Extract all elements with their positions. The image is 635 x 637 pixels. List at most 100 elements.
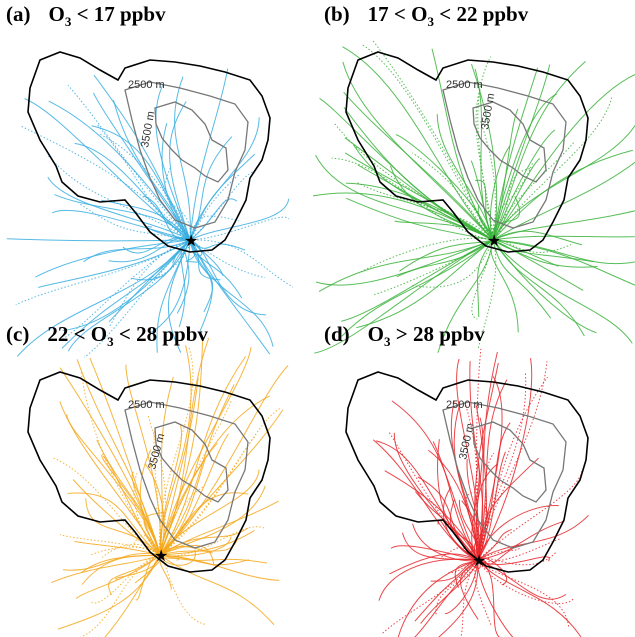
trajectory-line — [449, 499, 479, 561]
title-post: < 28 ppbv — [113, 322, 208, 346]
trajectory-line — [159, 544, 215, 565]
trajectory-line — [401, 532, 479, 561]
contour-label-2500: 2500 m — [128, 399, 165, 411]
panel-letter: (c) — [6, 322, 30, 346]
title-sub: 3 — [384, 334, 391, 350]
trajectory-line — [492, 210, 635, 241]
trajectory-line — [189, 239, 213, 332]
trajectory-line — [360, 43, 494, 241]
trajectory-line — [67, 492, 161, 556]
trajectory-line — [471, 63, 498, 241]
trajectory-group: ★ — [312, 40, 635, 354]
trajectory-line — [319, 98, 494, 241]
coastline — [27, 371, 271, 573]
map-panel-c: ★ 2500 m 3500 m (c) 22 < O3 < 28 ppbv — [0, 320, 310, 637]
contour-label-2500: 2500 m — [128, 79, 165, 91]
trajectory-line — [159, 408, 280, 556]
trajectory-line — [318, 239, 494, 293]
trajectory-line — [101, 454, 161, 556]
trajectory-line — [477, 559, 501, 637]
trajectory-line — [428, 449, 479, 561]
trajectory-line — [477, 559, 574, 604]
trajectory-line — [475, 89, 494, 241]
trajectory-line — [492, 161, 635, 241]
trajectory-line — [189, 68, 229, 241]
antarctica-map: ★ 2500 m 3500 m — [345, 348, 589, 637]
trajectory-line — [465, 404, 479, 561]
trajectory-group: ★ — [51, 336, 289, 637]
trajectory-line — [417, 476, 479, 561]
trajectory-line — [85, 498, 161, 556]
trajectory-line — [343, 91, 494, 241]
trajectory-line — [477, 559, 567, 600]
trajectory-line — [479, 120, 496, 241]
contour-3500m — [472, 101, 547, 183]
panel-letter: (a) — [6, 2, 31, 26]
trajectory-line — [108, 239, 191, 323]
trajectory-line — [410, 239, 494, 288]
trajectory-line — [414, 559, 479, 622]
coastline — [345, 371, 589, 573]
trajectory-line — [492, 239, 594, 263]
trajectory-line — [477, 376, 503, 561]
title-sub: 3 — [64, 14, 72, 30]
trajectory-line — [104, 554, 161, 637]
trajectory-line — [412, 152, 494, 241]
trajectory-line — [356, 181, 494, 241]
trajectory-line — [6, 238, 191, 242]
trajectory-line — [176, 239, 191, 314]
contour-2500m — [124, 81, 249, 229]
trajectory-line — [158, 346, 194, 556]
trajectory-line — [412, 523, 479, 562]
trajectory-line — [189, 239, 243, 299]
trajectory-line — [437, 239, 494, 353]
trajectory-line — [159, 492, 249, 556]
title-pre: 17 < O — [367, 2, 428, 26]
trajectory-line — [446, 559, 479, 574]
trajectory-line — [394, 220, 494, 241]
trajectory-line — [147, 414, 167, 556]
panel-title: (d) O3 > 28 ppbv — [324, 322, 485, 350]
trajectory-line — [477, 205, 496, 241]
trajectory-line — [159, 376, 174, 556]
trajectory-line — [492, 239, 598, 268]
trajectory-line — [78, 202, 191, 241]
trajectory-line — [189, 239, 267, 316]
title-pre: O — [367, 322, 385, 346]
trajectory-line — [131, 471, 161, 556]
trajectory-line — [155, 83, 191, 241]
coastline — [345, 51, 589, 253]
trajectory-line — [74, 541, 161, 556]
trajectory-line — [341, 239, 494, 337]
trajectory-line — [21, 125, 191, 241]
trajectory-line — [189, 239, 221, 281]
trajectory-line — [159, 345, 192, 556]
trajectory-line — [93, 92, 191, 241]
trajectory-line — [444, 559, 479, 614]
trajectory-line — [477, 559, 582, 637]
trajectory-line — [477, 469, 583, 561]
trajectory-line — [477, 557, 508, 586]
trajectory-line — [72, 479, 161, 556]
map-panel-d: ★ 2500 m 3500 m (d) O3 > 28 ppbv — [318, 320, 628, 637]
contour-2500m — [124, 401, 249, 549]
trajectory-line — [341, 239, 494, 322]
trajectory-line — [492, 239, 635, 286]
trajectory-line — [465, 492, 479, 561]
contour-3500m — [472, 421, 547, 503]
contour-3500m — [154, 101, 229, 183]
trajectory-line — [477, 538, 562, 563]
trajectory-line — [80, 370, 161, 556]
trajectory-line — [189, 198, 238, 241]
trajectory-line — [390, 545, 479, 561]
trajectory-line — [115, 554, 161, 581]
contour-label-3500: 3500 m — [139, 110, 157, 148]
title-post: < 17 ppbv — [71, 2, 166, 26]
trajectory-line — [435, 559, 479, 616]
trajectory-line — [393, 432, 479, 561]
title-post: > 28 ppbv — [390, 322, 485, 346]
trajectory-line — [169, 101, 191, 241]
trajectory-line — [492, 142, 575, 241]
trajectory-line — [372, 40, 494, 241]
trajectory-line — [343, 107, 494, 241]
